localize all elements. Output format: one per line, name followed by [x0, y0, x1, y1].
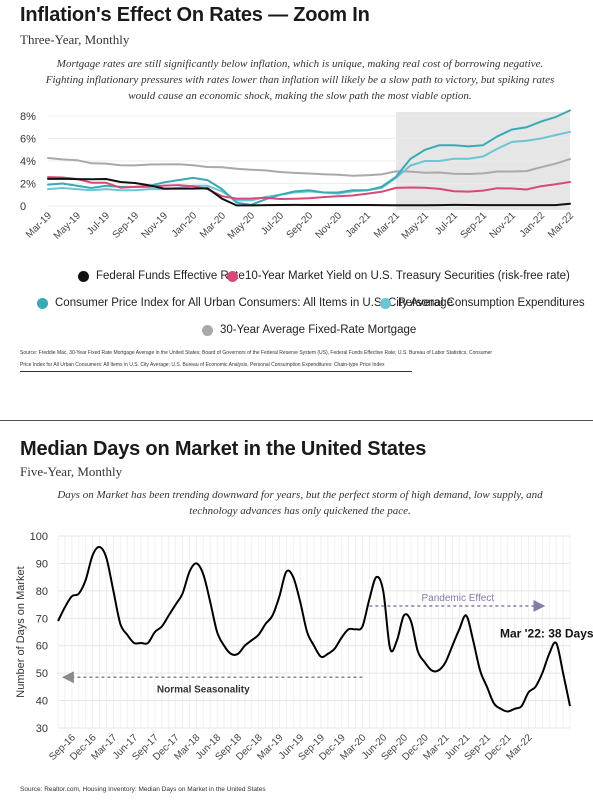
legend-item-treasury: 10-Year Market Yield on U.S. Treasury Se… — [227, 270, 570, 282]
bottom-note-line-1: Days on Market has been trending downwar… — [57, 489, 543, 501]
legend-label: Consumer Price Index for All Urban Consu… — [55, 297, 453, 309]
days-on-market-line — [57, 545, 571, 713]
treasury-line — [47, 176, 571, 200]
x-tick-label: Jan-20 — [170, 210, 200, 240]
normal-seasonality-label: Normal Seasonality — [157, 684, 250, 695]
y-axis-title: Number of Days on Market — [15, 566, 27, 697]
legend-label: Personal Consumption Expenditures — [398, 297, 585, 309]
mar22-callout: Mar '22: 38 Days — [500, 626, 593, 640]
y-tick-label: 90 — [36, 558, 48, 570]
x-tick-label: Sep-20 — [285, 210, 316, 241]
bottom-chart-note: Days on Market has been trending downwar… — [40, 487, 560, 519]
legend-item-cpi: Consumer Price Index for All Urban Consu… — [37, 297, 453, 309]
top-note-line-2: Fighting inflationary pressures with rat… — [45, 74, 555, 86]
x-tick-label: May-20 — [226, 210, 258, 242]
y-tick-label: 6% — [20, 134, 36, 146]
y-tick-label: 30 — [36, 723, 48, 735]
bottom-chart-title: Median Days on Market in the United Stat… — [20, 438, 427, 460]
fed-funds-line — [47, 177, 571, 207]
pandemic-effect-label: Pandemic Effect — [422, 593, 495, 604]
x-tick-label: Sep-21 — [459, 210, 490, 241]
top-source-line-2: Price Index for All Urban Consumers: All… — [20, 362, 385, 368]
y-tick-label: 4% — [20, 156, 36, 168]
legend-marker — [37, 297, 48, 309]
top-note-line-3: would cause an economic shock, making th… — [128, 90, 472, 102]
y-tick-label: 100 — [30, 531, 48, 543]
y-tick-label: 40 — [36, 696, 48, 708]
mortgage-line — [47, 157, 571, 177]
y-tick-label: 8% — [20, 111, 36, 123]
legend-label: Federal Funds Effective Rate — [96, 270, 245, 282]
bottom-note-line-2: technology advances has only quickened t… — [189, 505, 411, 517]
x-tick-label: Jul-20 — [259, 210, 286, 237]
x-tick-label: Jan-21 — [344, 210, 374, 240]
x-tick-label: Mar-20 — [198, 210, 228, 240]
legend-item-mortgage: 30-Year Average Fixed-Rate Mortgage — [202, 324, 416, 336]
legend-label: 10-Year Market Yield on U.S. Treasury Se… — [245, 270, 570, 282]
legend-marker — [202, 324, 213, 336]
x-tick-label: Mar-19 — [24, 210, 54, 240]
x-tick-label: May-21 — [400, 210, 432, 242]
legend-marker — [380, 297, 391, 309]
y-tick-label: 50 — [36, 668, 48, 680]
y-tick-label: 70 — [36, 613, 48, 625]
x-tick-label: Jul-19 — [85, 210, 112, 237]
x-tick-label: Nov-21 — [488, 210, 519, 241]
top-chart-note: Mortgage rates are still significantly b… — [40, 56, 560, 104]
y-tick-label: 60 — [36, 641, 48, 653]
top-source-rule — [20, 371, 412, 372]
y-tick-label: 80 — [36, 586, 48, 598]
x-tick-label: Nov-20 — [314, 210, 345, 241]
x-tick-label: Jul-21 — [433, 210, 460, 237]
y-tick-label: 0 — [20, 201, 26, 213]
x-tick-label: Sep-19 — [111, 210, 142, 241]
x-tick-label: Jan-22 — [518, 210, 548, 240]
bottom-line-chart: 30 40 50 60 70 80 90 100 Number of Days on Marke… — [15, 531, 593, 763]
x-tick-label: Nov-19 — [140, 210, 171, 241]
bottom-chart-subtitle: Five-Year, Monthly — [20, 464, 123, 479]
top-chart-title: Inflation's Effect On Rates — Zoom In — [20, 4, 370, 26]
legend-marker — [78, 270, 89, 282]
legend-item-fed-funds: Federal Funds Effective Rate — [78, 270, 245, 282]
legend-marker — [227, 270, 238, 282]
top-note-line-1: Mortgage rates are still significantly b… — [56, 58, 544, 70]
y-tick-label: 2% — [20, 179, 36, 191]
x-tick-label: May-19 — [52, 210, 84, 242]
bottom-source: Source: Realtor.com, Housing Inventory: … — [20, 786, 266, 793]
pce-line — [47, 130, 571, 202]
top-chart-subtitle: Three-Year, Monthly — [20, 32, 130, 47]
top-source-line-1: Source: Freddie Mac, 30-Year Fixed Rate … — [20, 350, 493, 356]
legend-item-pce: Personal Consumption Expenditures — [380, 297, 585, 309]
legend-label: 30-Year Average Fixed-Rate Mortgage — [220, 324, 417, 336]
section-divider — [0, 420, 593, 421]
x-tick-label: Mar-22 — [546, 210, 576, 240]
x-tick-label: Mar-21 — [372, 210, 402, 240]
